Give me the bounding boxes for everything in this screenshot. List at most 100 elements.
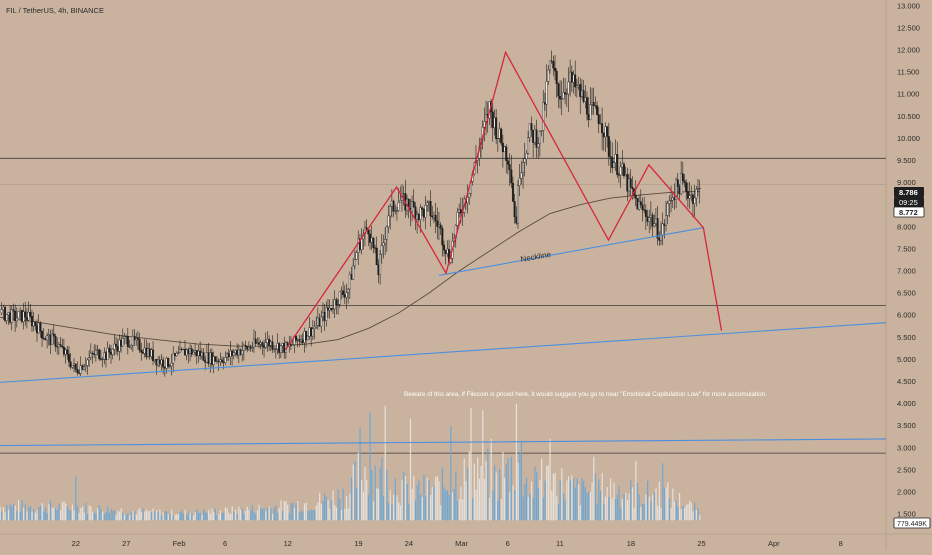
candle-body bbox=[495, 117, 498, 139]
candle-body bbox=[194, 350, 197, 353]
candle-body bbox=[177, 352, 180, 354]
candle-body bbox=[78, 372, 81, 374]
candle-body bbox=[184, 349, 187, 356]
volume-bar bbox=[404, 476, 407, 521]
candle-body bbox=[289, 344, 292, 346]
volume-bar bbox=[345, 496, 348, 521]
candle-body bbox=[34, 321, 37, 327]
candle-body bbox=[116, 346, 119, 352]
volume-bar bbox=[684, 507, 686, 521]
volume-bar bbox=[488, 497, 491, 521]
candle-body bbox=[347, 288, 350, 293]
volume-bar bbox=[611, 498, 613, 521]
volume-bar bbox=[687, 504, 689, 521]
candle-body bbox=[434, 214, 437, 222]
candle-body bbox=[17, 311, 20, 319]
candle-body bbox=[584, 97, 587, 102]
candle-body bbox=[94, 350, 97, 355]
volume-bar bbox=[246, 506, 248, 521]
candle-body bbox=[167, 357, 170, 367]
candle-body bbox=[468, 193, 471, 198]
candle-body bbox=[422, 209, 425, 218]
volume-bar bbox=[425, 496, 427, 521]
volume-bar bbox=[203, 509, 205, 521]
candle-body bbox=[259, 342, 262, 345]
candle-body bbox=[557, 83, 560, 97]
volume-bar bbox=[251, 504, 253, 521]
volume-bar bbox=[653, 492, 655, 521]
volume-bar bbox=[324, 493, 326, 521]
volume-bar bbox=[364, 467, 366, 521]
candle-body bbox=[61, 346, 64, 348]
volume-bar bbox=[357, 452, 359, 521]
volume-bar bbox=[78, 512, 80, 521]
candle-body bbox=[340, 290, 343, 293]
volume-bar bbox=[268, 506, 270, 521]
candle-body bbox=[326, 307, 329, 311]
candle-body bbox=[170, 363, 173, 367]
volume-bar bbox=[75, 476, 77, 521]
candle-body bbox=[638, 201, 641, 210]
candle-body bbox=[493, 117, 496, 128]
x-tick-label: 8 bbox=[839, 539, 843, 548]
volume-bar bbox=[699, 515, 701, 521]
candle-body bbox=[685, 182, 688, 192]
volume-bar bbox=[534, 466, 536, 521]
volume-bar bbox=[7, 509, 10, 521]
volume-bar bbox=[450, 425, 452, 521]
candle-body bbox=[528, 123, 531, 138]
candle-body bbox=[2, 307, 5, 310]
volume-bar bbox=[14, 505, 16, 521]
volume-bar bbox=[266, 506, 269, 521]
volume-bar bbox=[586, 493, 588, 521]
candle-body bbox=[517, 185, 520, 224]
volume-bar bbox=[697, 508, 699, 521]
volume-bar bbox=[675, 500, 677, 521]
volume-bar bbox=[408, 504, 410, 521]
candle-body bbox=[148, 348, 151, 357]
volume-bar bbox=[657, 505, 659, 521]
svg-text:8.772: 8.772 bbox=[899, 208, 918, 217]
volume-bar bbox=[76, 506, 79, 521]
candle-body bbox=[569, 71, 572, 83]
candle-body bbox=[271, 341, 274, 350]
candle-body bbox=[24, 311, 27, 318]
volume-bar bbox=[265, 511, 267, 521]
x-tick-label: Mar bbox=[455, 539, 468, 548]
candle-body bbox=[323, 312, 326, 321]
candle-body bbox=[437, 224, 440, 227]
candle-body bbox=[459, 209, 462, 214]
candle-body bbox=[332, 308, 335, 310]
candle-body bbox=[543, 102, 546, 105]
volume-bar bbox=[512, 485, 514, 521]
volume-bar bbox=[335, 507, 338, 521]
volume-bar bbox=[446, 490, 449, 521]
volume-bar bbox=[134, 510, 136, 521]
candle-body bbox=[98, 349, 101, 360]
candle-body bbox=[542, 102, 545, 131]
volume-bar bbox=[81, 506, 84, 521]
candle-body bbox=[429, 201, 432, 217]
candle-body bbox=[384, 239, 387, 244]
volume-bar bbox=[181, 510, 183, 521]
candle-body bbox=[172, 353, 175, 364]
candle-body bbox=[125, 336, 128, 338]
candle-body bbox=[42, 337, 45, 339]
candle-body bbox=[226, 353, 229, 358]
candle-body bbox=[397, 202, 400, 211]
volume-bar bbox=[157, 512, 159, 521]
candle-body bbox=[621, 163, 624, 168]
candle-body bbox=[73, 363, 76, 366]
volume-bar bbox=[475, 489, 477, 521]
volume-bar bbox=[322, 501, 324, 521]
volume-bar bbox=[2, 507, 5, 521]
candle-body bbox=[626, 174, 629, 192]
volume-bar bbox=[467, 467, 469, 521]
candle-body bbox=[0, 309, 3, 314]
candle-body bbox=[202, 352, 205, 361]
candle-body bbox=[155, 359, 158, 366]
candle-body bbox=[215, 360, 218, 362]
volume-bar bbox=[573, 478, 575, 521]
